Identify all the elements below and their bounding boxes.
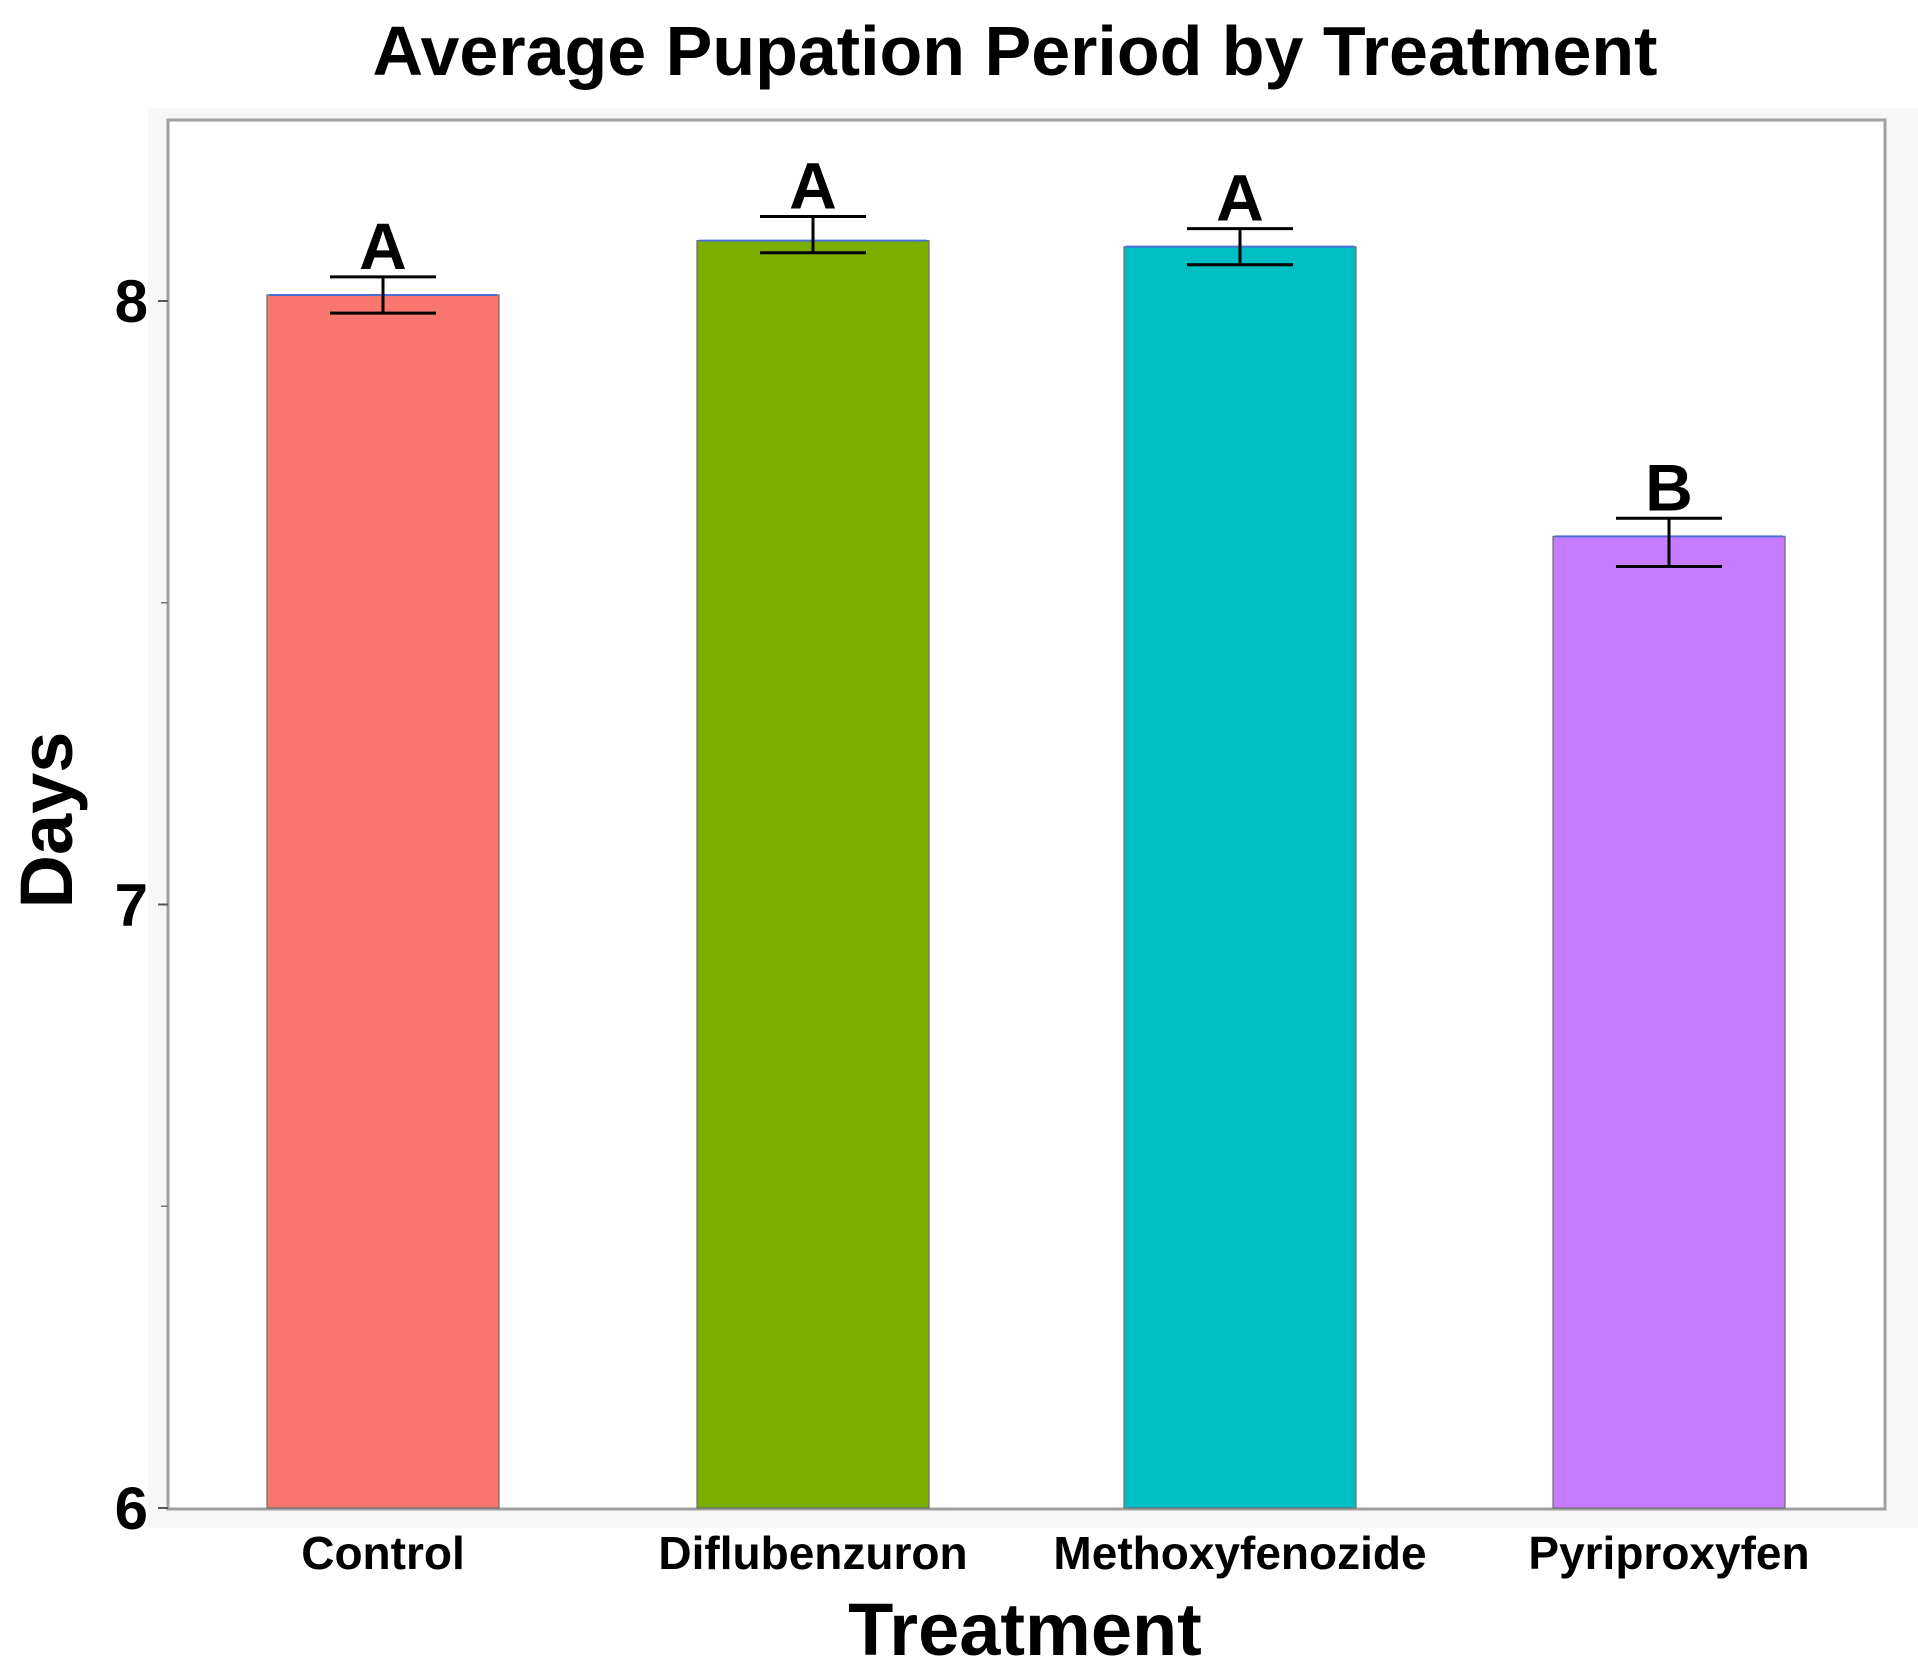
- significance-letter-methoxyfenozide: A: [1216, 161, 1264, 235]
- axes-layer: Control Diflubenzuron Methoxyfenozide Pyrip…: [115, 268, 1810, 1579]
- x-axis-title: Treatment: [848, 1588, 1202, 1659]
- x-tick-label-pyriproxyfen: Pyriproxyfen: [1528, 1527, 1809, 1579]
- y-tick-label-6: 6: [115, 1475, 148, 1542]
- significance-letter-pyriproxyfen: B: [1645, 450, 1693, 524]
- bar-control: [266, 294, 500, 1509]
- x-tick-label-methoxyfenozide: Methoxyfenozide: [1053, 1527, 1426, 1579]
- x-tick-label-control: Control: [301, 1527, 465, 1579]
- chart-title: Average Pupation Period by Treatment: [373, 12, 1658, 90]
- y-tick-label-8: 8: [115, 268, 148, 335]
- y-axis-title: Days: [5, 732, 88, 909]
- x-tick-label-diflubenzuron: Diflubenzuron: [658, 1527, 967, 1579]
- significance-letter-control: A: [359, 209, 407, 283]
- bar-pyriproxyfen: [1552, 535, 1786, 1509]
- y-tick-label-7: 7: [115, 872, 148, 939]
- bars-layer: A A A B: [266, 149, 1786, 1509]
- bar-methoxyfenozide: [1123, 246, 1357, 1509]
- bar-diflubenzuron: [696, 240, 930, 1509]
- significance-letter-diflubenzuron: A: [789, 149, 837, 223]
